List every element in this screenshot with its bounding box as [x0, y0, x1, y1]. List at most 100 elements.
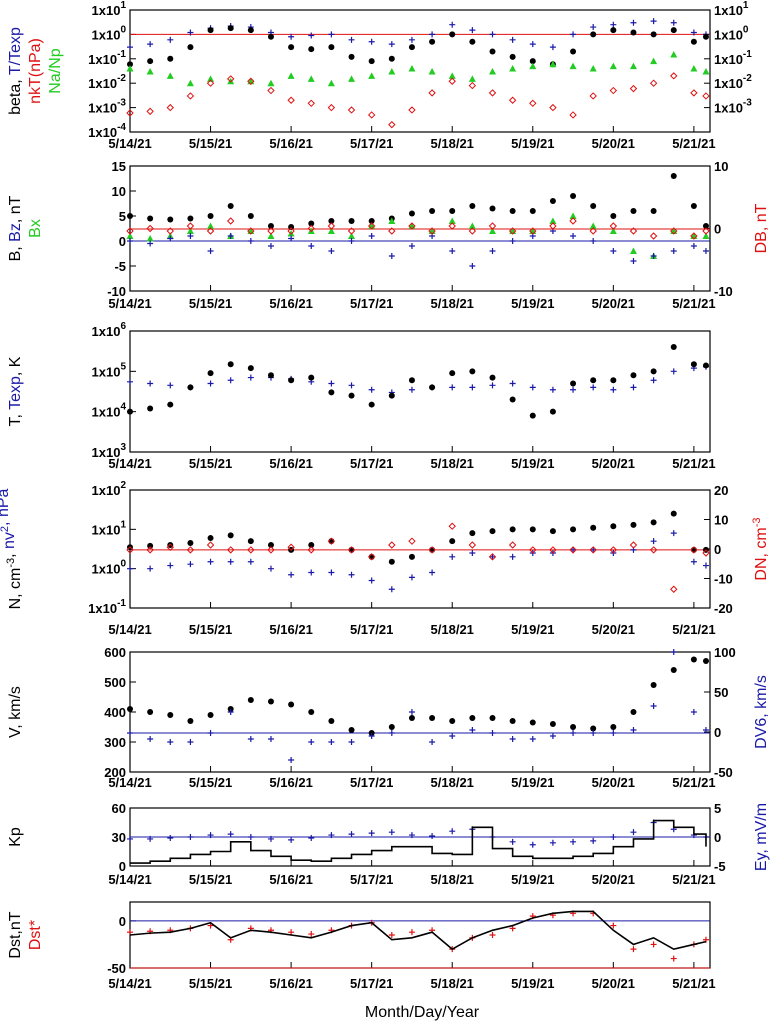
data-point: [670, 585, 678, 593]
data-point: [388, 586, 395, 593]
data-point: [146, 107, 154, 116]
data-point: [449, 733, 456, 739]
data-point: [368, 830, 375, 837]
data-point: [247, 227, 255, 235]
data-point: [207, 213, 214, 219]
data-point: [449, 553, 456, 560]
data-point: [328, 44, 335, 51]
y-tick-label: 10: [112, 184, 126, 199]
data-point: [207, 832, 214, 839]
data-point: [307, 75, 315, 82]
x-tick-label: 5/16/21: [269, 296, 312, 311]
data-point: [489, 31, 496, 38]
y-axis-title-right: DB, nT: [753, 203, 770, 253]
x-tick-label: 5/20/21: [592, 775, 635, 790]
x-tick-label: 5/15/21: [189, 622, 232, 637]
data-point: [488, 89, 497, 97]
data-point: [308, 709, 315, 715]
data-point: [610, 724, 617, 730]
data-point: [690, 38, 697, 45]
data-point: [590, 31, 597, 38]
data-point: [509, 238, 516, 244]
series-1: [127, 510, 709, 565]
data-point: [408, 377, 415, 384]
x-tick-label: 5/16/21: [269, 622, 312, 637]
data-point: [529, 719, 536, 726]
data-point: [589, 546, 597, 554]
data-point: [469, 384, 476, 391]
data-point: [429, 715, 436, 721]
x-tick-label: 5/21/21: [672, 976, 715, 991]
data-point: [388, 392, 395, 399]
data-point: [287, 543, 295, 551]
data-point: [146, 68, 154, 75]
y-tick-label: 1x101: [92, 519, 127, 537]
y-tick-label: 1x10-3: [88, 98, 126, 116]
x-tick-label: 5/17/21: [350, 456, 393, 471]
data-point: [610, 21, 617, 28]
data-point: [348, 382, 355, 389]
data-point: [147, 709, 154, 715]
data-point: [590, 730, 597, 736]
data-point: [509, 53, 516, 60]
data-point: [469, 530, 476, 537]
data-point: [509, 380, 516, 387]
data-point: [288, 377, 295, 384]
data-point: [167, 834, 174, 841]
data-point: [308, 569, 315, 576]
y-tick-label: 1x102: [92, 480, 127, 498]
data-point: [227, 709, 234, 715]
data-point: [267, 232, 275, 239]
data-point: [549, 217, 557, 224]
data-point: [147, 240, 154, 247]
x-tick-label: 5/14/21: [108, 775, 151, 790]
y-right-tick-label: 10: [714, 159, 728, 174]
data-point: [408, 832, 415, 839]
data-point: [549, 528, 556, 535]
y-axis-title-left: nkT(nPa): [27, 38, 44, 104]
x-tick-label: 5/18/21: [431, 976, 474, 991]
data-point: [388, 541, 396, 549]
data-point: [186, 79, 194, 87]
data-point: [489, 374, 496, 381]
data-point: [670, 667, 677, 673]
data-point: [529, 208, 536, 214]
data-point: [288, 33, 295, 40]
panel-p4: 1x102 1x101 1x100 1x10-1 20 10 0 -10 -20 5/14/21 5…: [0, 480, 770, 637]
data-point: [529, 546, 537, 554]
data-point: [570, 233, 577, 239]
y-axis-title-right: DV6, km/s: [753, 675, 770, 749]
data-point: [448, 217, 456, 224]
data-point: [489, 205, 496, 212]
y-axis-title-left: N, cm-3, nv2, nPa: [0, 488, 24, 609]
data-point: [590, 524, 597, 531]
data-point: [449, 718, 456, 724]
data-point: [348, 75, 356, 82]
y-right-tick-label: 1x10-2: [714, 73, 752, 91]
series-3: [126, 217, 710, 240]
panel-p7: 0 -505/14/21 5/15/21 5/16/21 5/17/21 5/18/21 5…: [7, 901, 716, 991]
y-axis-title-left: beta, T/Texp: [7, 27, 24, 115]
data-point: [428, 546, 436, 554]
data-point: [267, 223, 274, 229]
data-point: [207, 75, 215, 82]
data-point: [690, 709, 697, 715]
data-point: [348, 53, 355, 60]
data-point: [549, 546, 557, 554]
data-point: [307, 227, 315, 234]
x-tick-label: 5/15/21: [189, 136, 232, 151]
data-point: [670, 649, 677, 655]
data-point: [549, 408, 556, 415]
data-point: [267, 835, 274, 842]
data-point: [509, 553, 516, 560]
data-point: [630, 709, 637, 715]
data-point: [368, 733, 375, 739]
data-point: [227, 361, 234, 368]
data-point: [610, 248, 617, 254]
y-right-tick-label: -10: [714, 572, 733, 587]
data-point: [629, 541, 638, 549]
data-point: [368, 218, 375, 224]
data-point: [227, 831, 234, 838]
y-right-tick-label: 0: [714, 830, 721, 845]
data-point: [207, 535, 214, 542]
